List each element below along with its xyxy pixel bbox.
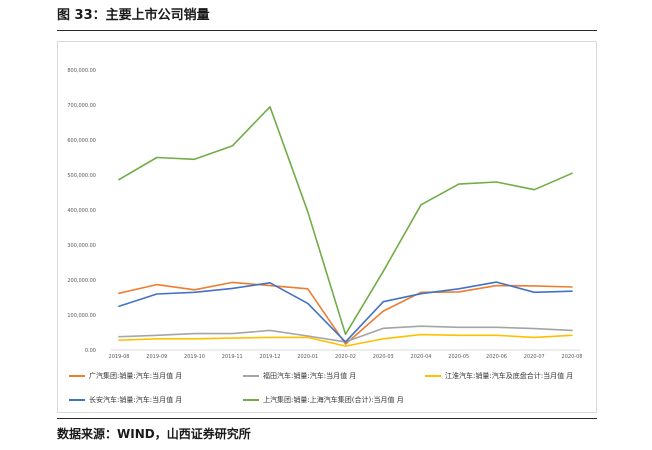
legend-swatch-saic [243,399,259,401]
series-line-4 [118,106,573,336]
legend-swatch-foton [243,375,259,377]
legend-label-jac: 江淮汽车:销量:汽车及底盘合计:当月值 月 [445,372,574,380]
x-tick-label: 2020-07 [524,354,545,360]
legend-swatch-gac [69,375,85,377]
figure-source: 数据来源：WIND，山西证券研究所 [57,427,251,441]
legend-label-saic: 上汽集团:销量:上海汽车集团(合计):当月值 月 [263,396,404,404]
series-line-2 [118,333,573,347]
legend-label-gac: 广汽集团:销量:汽车:当月值 月 [89,372,183,380]
x-tick-label: 2019-08 [109,354,130,360]
x-tick-label: 2020-06 [486,354,507,360]
series-line-0 [118,281,573,345]
legend-item-foton: 福田汽车:销量:汽车:当月值 月 [243,371,356,381]
x-tick-label: 2019-10 [184,354,205,360]
y-tick-label: 300,000.00 [67,243,96,249]
x-tick-label: 2019-12 [260,354,281,360]
legend-item-jac: 江淮汽车:销量:汽车及底盘合计:当月值 月 [425,371,573,381]
y-tick-label: 600,000.00 [67,138,96,144]
y-tick-label: 100,000.00 [67,313,96,319]
series-line-3 [118,281,573,343]
line-chart: 0.00 100,000.00 200,000.00 300,000.00 400,00… [67,68,583,360]
x-tick-label: 2020-02 [335,354,356,360]
legend-swatch-jac [425,375,441,377]
x-tick-label: 2019-11 [222,354,243,360]
legend-item-gac: 广汽集团:销量:汽车:当月值 月 [69,371,182,381]
x-tick-label: 2020-08 [562,354,583,360]
x-tick-label: 2020-05 [448,354,469,360]
legend-swatch-changan [69,399,85,401]
x-tick-label: 2020-03 [373,354,394,360]
x-tick-label: 2019-09 [146,354,167,360]
y-tick-label: 400,000.00 [67,208,96,214]
top-rule [57,30,597,31]
y-tick-label: 500,000.00 [67,173,96,179]
y-tick-label: 800,000.00 [67,68,96,74]
figure-title: 图 33：主要上市公司销量 [57,8,210,23]
y-tick-label: 700,000.00 [67,103,96,109]
legend-label-changan: 长安汽车:销量:汽车:当月值 月 [89,396,183,404]
x-tick-label: 2020-04 [411,354,432,360]
bottom-rule [57,418,597,419]
y-tick-label: 200,000.00 [67,278,96,284]
y-tick-label: 0.00 [85,348,96,354]
legend-item-changan: 长安汽车:销量:汽车:当月值 月 [69,395,182,405]
legend-item-saic: 上汽集团:销量:上海汽车集团(合计):当月值 月 [243,395,404,405]
x-tick-label: 2020-01 [297,354,318,360]
legend-label-foton: 福田汽车:销量:汽车:当月值 月 [263,372,357,380]
chart-frame: 0.00 100,000.00 200,000.00 300,000.00 400,00… [57,41,597,413]
